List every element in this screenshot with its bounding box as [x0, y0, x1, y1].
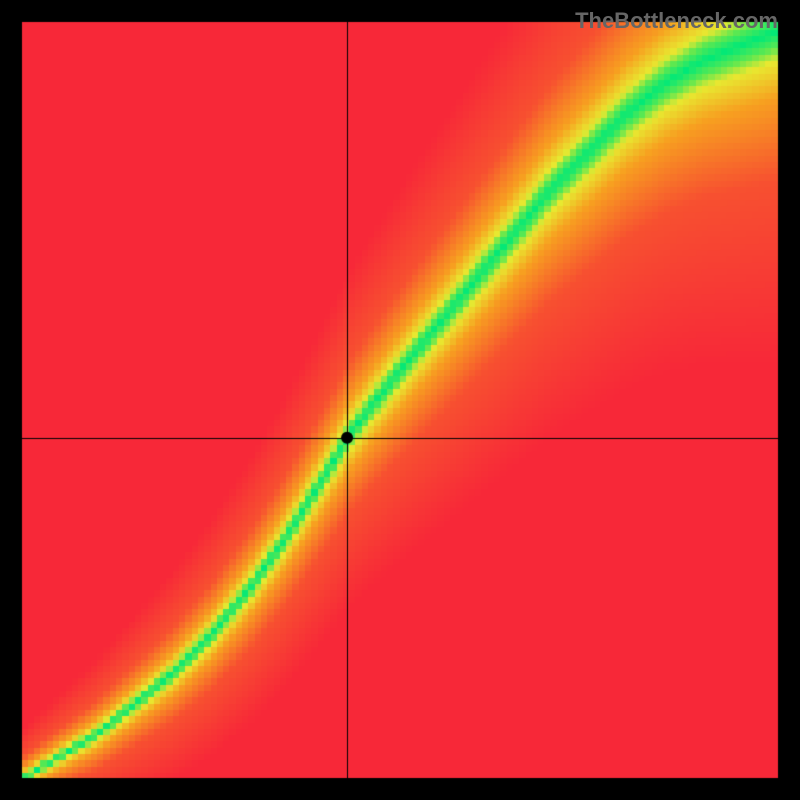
bottleneck-heatmap	[0, 0, 800, 800]
heatmap-canvas	[0, 0, 800, 800]
watermark-text: TheBottleneck.com	[575, 8, 778, 34]
